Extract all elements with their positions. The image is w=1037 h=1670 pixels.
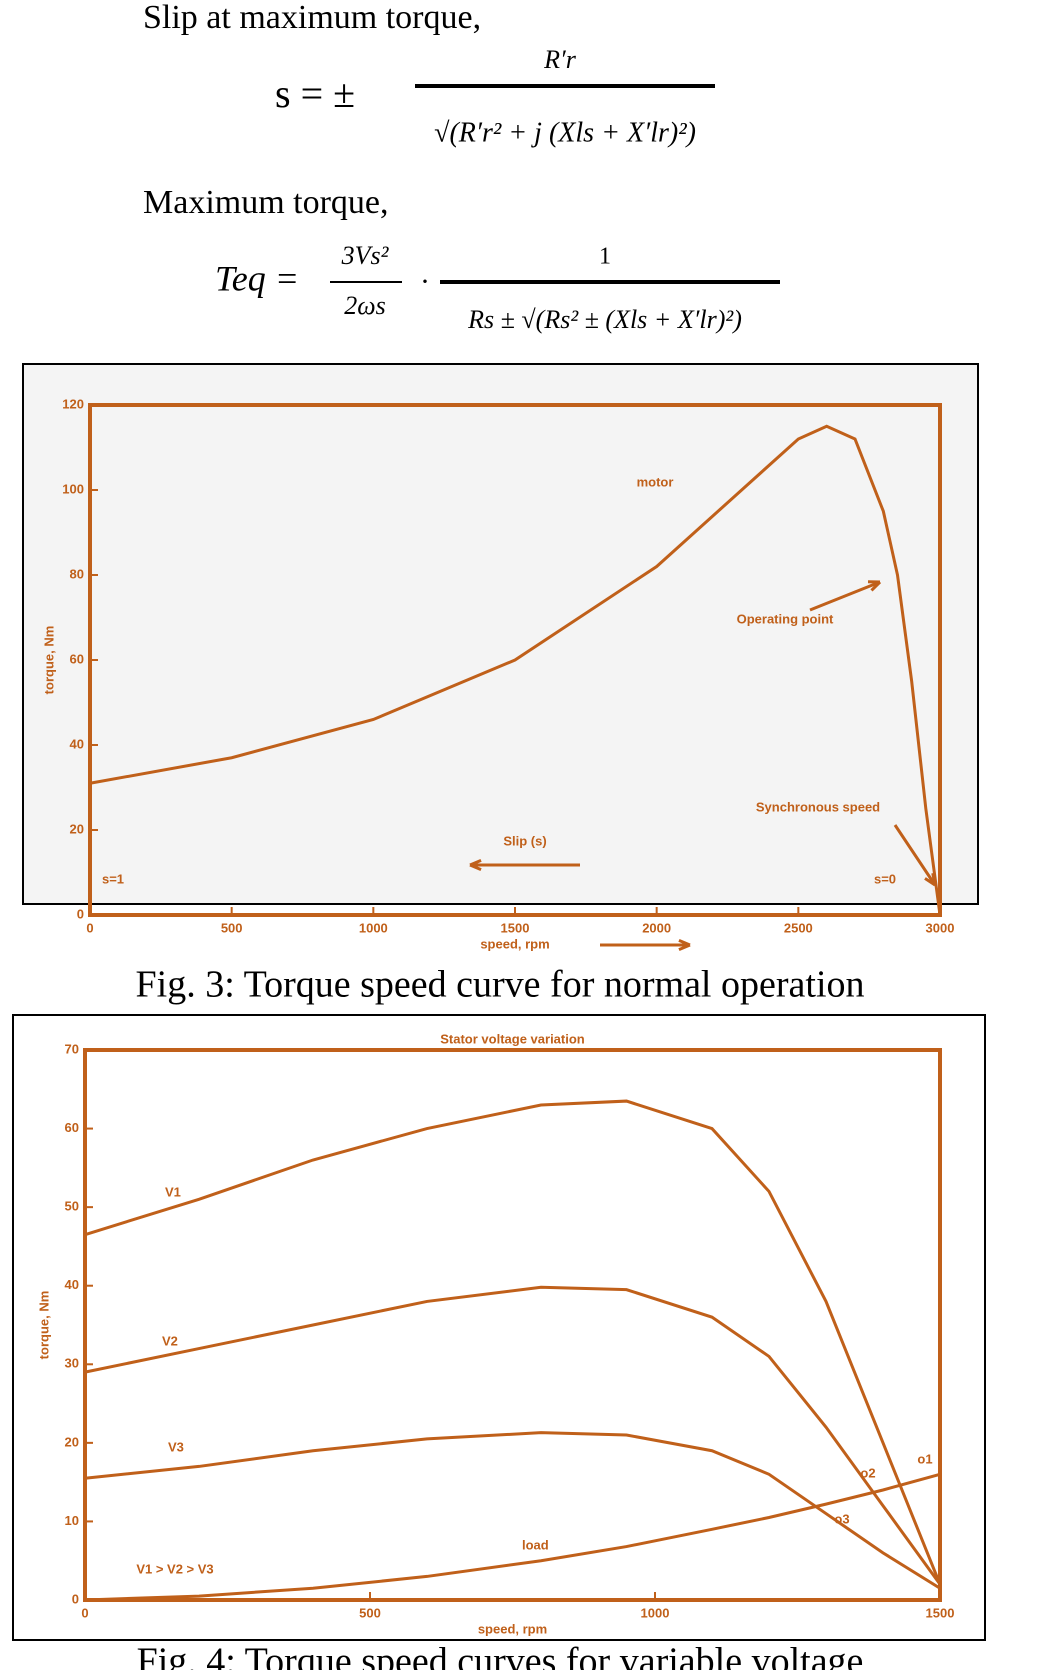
y-tick-label: 40 [65,1277,79,1292]
plot-frame [83,1048,942,1602]
annotation: s=0 [874,871,896,886]
x-tick-label: 1500 [501,920,530,935]
annotation: Slip (s) [503,833,546,848]
annotation: Operating point [737,611,834,626]
series-label: V1 [165,1184,181,1199]
arrow [809,580,881,612]
curve [89,424,942,916]
annotation: s=1 [102,871,124,886]
y-tick-label: 70 [65,1041,79,1056]
x-tick-label: 2500 [784,920,813,935]
x-tick-label: 0 [81,1605,88,1620]
x-axis-label: speed, rpm [480,936,549,951]
text-line: Slip at maximum torque, [143,0,481,36]
x-tick-label: 0 [86,920,93,935]
x-tick-label: 1500 [926,1605,955,1620]
x-tick-label: 2000 [642,920,671,935]
y-tick-label: 40 [70,736,84,751]
series-label: V2 [162,1333,178,1348]
annotation: o3 [834,1511,849,1526]
x-tick-label: 500 [359,1605,381,1620]
text-line: Maximum torque, [143,184,389,221]
annotation: V1 > V2 > V3 [136,1561,213,1576]
curve [84,1431,941,1590]
formula-part: Teq = [215,258,299,298]
y-tick-label: 60 [65,1120,79,1135]
y-tick-label: 20 [65,1434,79,1449]
x-axis-label: speed, rpm [478,1621,547,1636]
series-label: V3 [168,1439,184,1454]
y-tick-label: 20 [70,821,84,836]
arrow-head [867,580,882,592]
series-label: load [522,1537,549,1552]
y-tick-label: 80 [70,566,84,581]
curve [84,1099,942,1585]
y-tick-label: 50 [65,1199,79,1214]
x-tick-label: 500 [221,920,243,935]
caption: Fig. 4: Torque speed curves for variable… [137,1641,864,1670]
annotation: o2 [860,1465,875,1480]
x-tick-label: 1000 [641,1605,670,1620]
y-tick-label: 100 [62,481,84,496]
annotation: Synchronous speed [756,799,880,814]
y-axis-label: torque, Nm [36,1291,51,1360]
x-tick-label: 1000 [359,920,388,935]
x-tick-label: 3000 [926,920,955,935]
arrow [893,824,937,886]
y-tick-label: 30 [65,1356,79,1371]
arrow-head [924,872,937,887]
arrow-head [469,858,482,872]
curve [84,1285,942,1586]
formula-part: s = ± [275,71,355,116]
annotation: o1 [917,1451,932,1466]
formula-part: √(R′r² + j (Xls + X′lr)²) [434,117,696,148]
y-tick-label: 10 [65,1513,79,1528]
y-axis-label: torque, Nm [41,626,56,695]
formula-part: Rs ± √(Rs² ± (Xls + X′lr)²) [467,305,742,334]
y-tick-label: 120 [62,396,84,411]
formula-part: 2ωs [344,291,385,320]
formula-part: R′r [543,45,577,74]
formula-part: 1 [599,244,611,270]
y-tick-label: 0 [77,906,84,921]
arrow-head [678,938,691,952]
y-tick-label: 0 [72,1591,79,1606]
annotation: motor [637,474,674,489]
formula-part: · [420,265,430,298]
chart-title: Stator voltage variation [440,1031,585,1046]
formula-part: 3Vs² [341,241,390,270]
y-tick-label: 60 [70,651,84,666]
figure-frame [22,363,979,905]
caption: Fig. 3: Torque speed curve for normal op… [136,964,865,1006]
curve [84,1472,941,1602]
figure-frame [12,1014,986,1641]
